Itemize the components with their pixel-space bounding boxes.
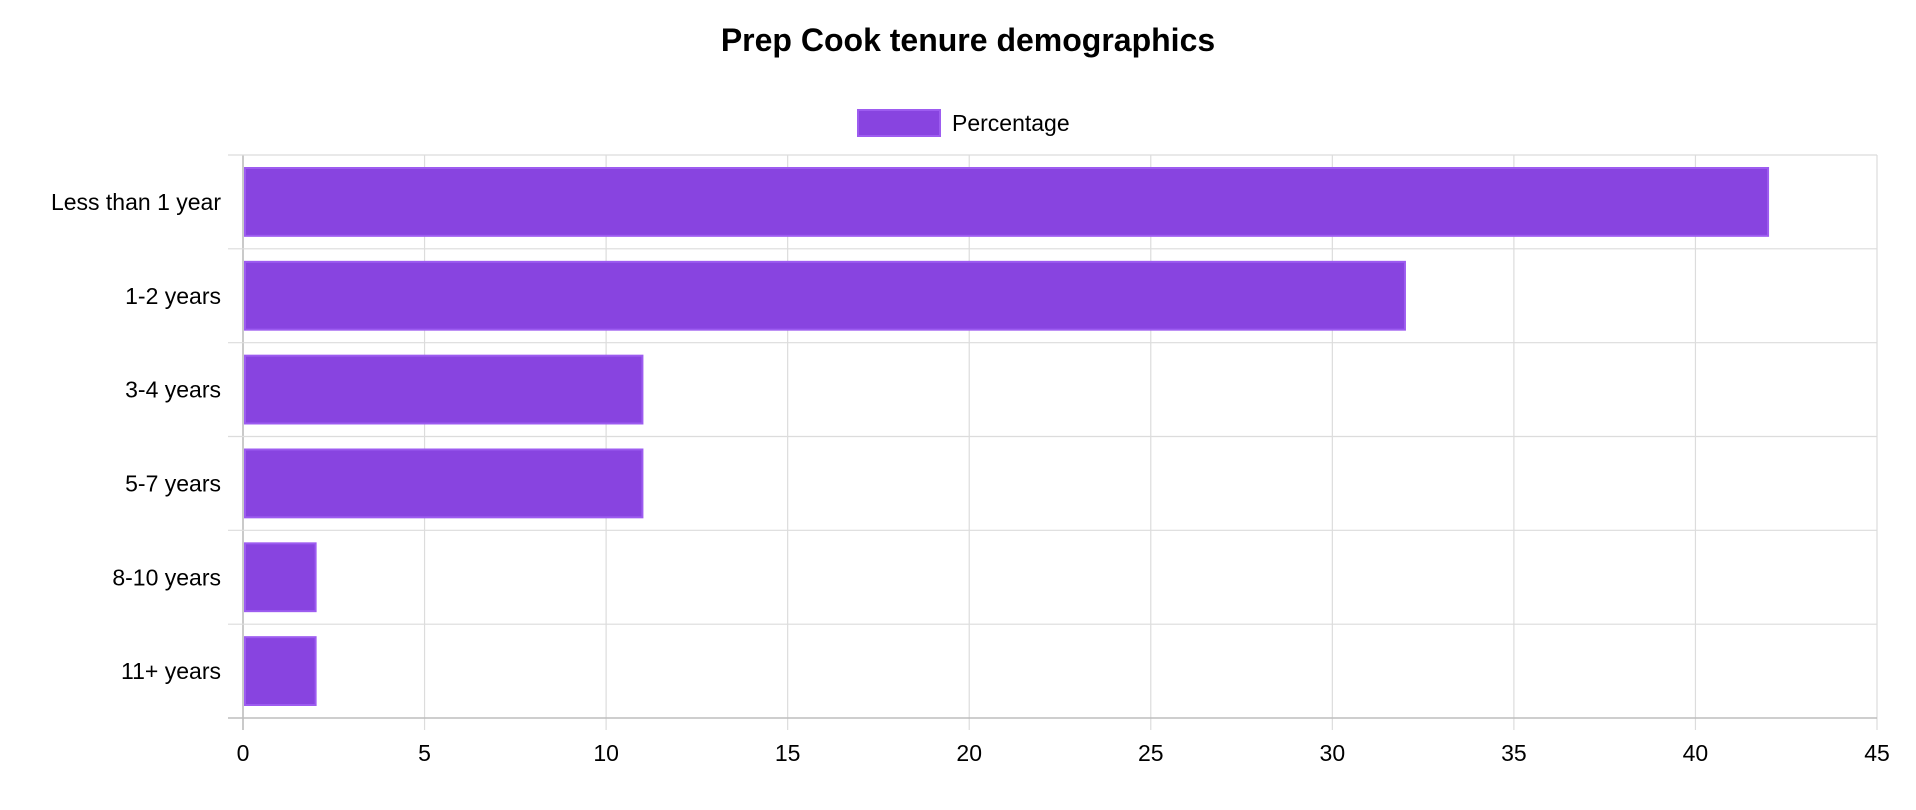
legend[interactable]: Percentage — [857, 109, 1070, 137]
y-tick-label: 11+ years — [121, 658, 221, 684]
x-axis-labels: 0 5 10 15 20 25 30 35 40 45 — [237, 740, 1890, 766]
x-tick-label: 20 — [956, 740, 982, 766]
bar[interactable] — [244, 260, 1406, 331]
y-tick-label: 3-4 years — [125, 377, 221, 403]
bar[interactable] — [244, 636, 317, 707]
legend-label: Percentage — [952, 110, 1070, 136]
x-tick-label: 45 — [1864, 740, 1890, 766]
bar[interactable] — [244, 542, 317, 613]
bars — [244, 167, 1770, 707]
x-tick-label: 10 — [593, 740, 619, 766]
x-tick-label: 0 — [237, 740, 250, 766]
x-tick-label: 30 — [1320, 740, 1346, 766]
y-tick-label: 1-2 years — [125, 283, 221, 309]
x-tick-label: 5 — [418, 740, 431, 766]
legend-swatch — [857, 109, 941, 137]
chart-title: Prep Cook tenure demographics — [721, 22, 1215, 58]
x-tick-label: 25 — [1138, 740, 1164, 766]
x-tick-label: 35 — [1501, 740, 1527, 766]
y-tick-label: 8-10 years — [112, 564, 221, 590]
bar[interactable] — [244, 167, 1770, 237]
x-tick-label: 15 — [775, 740, 801, 766]
x-tick-label: 40 — [1683, 740, 1709, 766]
y-tick-label: Less than 1 year — [51, 189, 221, 215]
y-axis-labels: Less than 1 year 1-2 years 3-4 years 5-7 ye… — [51, 189, 221, 684]
grid — [228, 154, 1878, 730]
bar[interactable] — [244, 448, 644, 519]
y-tick-label: 5-7 years — [125, 470, 221, 496]
bar[interactable] — [244, 354, 644, 425]
